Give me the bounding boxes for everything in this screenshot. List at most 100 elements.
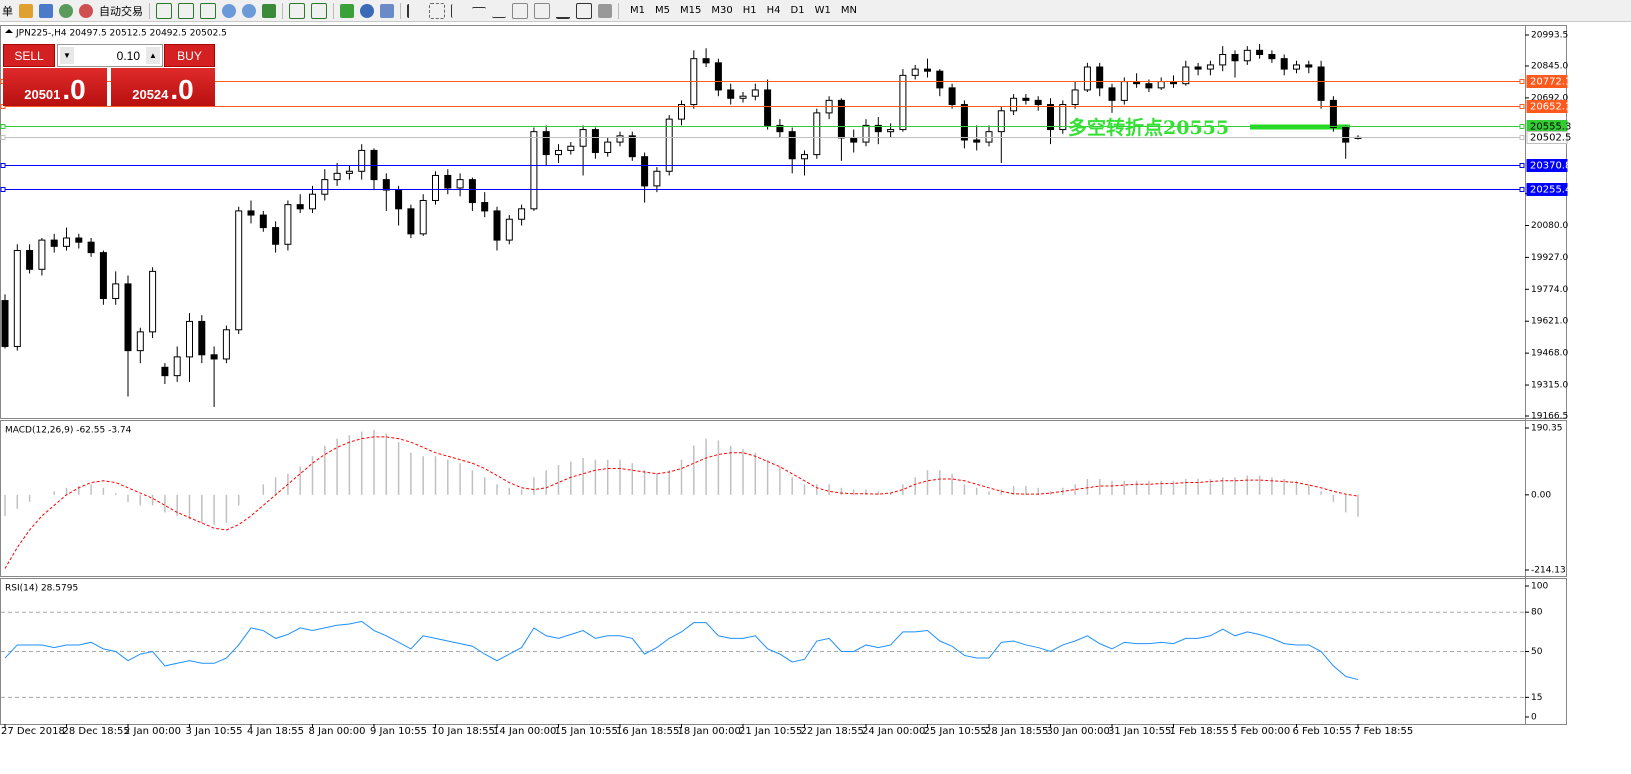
icon[interactable] (19, 3, 33, 18)
bid-box[interactable]: 20501.0 (3, 68, 107, 106)
timeframes: M1 M5 M15 M30 H1 H4 D1 W1 MN (625, 5, 862, 16)
candle-body (714, 62, 722, 91)
candle-body (124, 283, 132, 352)
y-tick-label: 19774.0 (1531, 285, 1568, 295)
timeframe[interactable]: M1 (630, 5, 645, 16)
y-tick-label: 15 (1531, 693, 1542, 703)
timeframe[interactable]: M15 (680, 5, 702, 16)
candle-body (505, 218, 513, 241)
candle-body (1280, 58, 1288, 70)
x-tick-label: 3 Jan 10:55 (186, 726, 243, 737)
x-tick-label: 22 Jan 18:55 (801, 726, 864, 737)
candle-body (468, 179, 476, 204)
candle-body (542, 131, 550, 156)
text-tool[interactable] (556, 3, 570, 19)
icon[interactable] (311, 2, 327, 19)
level-handle (0, 135, 6, 140)
candle-body (1317, 66, 1325, 101)
level-label-box (1526, 131, 1568, 144)
candle-body (272, 227, 280, 245)
timeframe[interactable]: M5 (655, 5, 670, 16)
candle-body (1022, 97, 1030, 101)
candle-body (801, 154, 808, 160)
buy-button[interactable]: BUY (164, 44, 215, 67)
auto-trade[interactable]: 自动交易 (99, 4, 143, 18)
candle-body (985, 131, 993, 143)
candle-body (530, 131, 538, 210)
level-handle (1519, 163, 1525, 168)
timeframe[interactable]: H1 (742, 5, 757, 16)
y-tick-label: 19468.0 (1531, 349, 1568, 359)
icon[interactable] (200, 2, 216, 19)
candle-body (309, 193, 316, 210)
x-tick-label: 9 Jan 10:55 (370, 726, 427, 737)
level-label: 20652.1 (1530, 102, 1571, 113)
candle-body (419, 199, 427, 235)
candle-body (936, 70, 944, 89)
timeframe[interactable]: M30 (711, 5, 733, 16)
trendline[interactable] (492, 3, 506, 18)
y-tick-label: 20692.0 (1531, 93, 1568, 103)
lot-size[interactable]: 0.10 (116, 49, 140, 63)
level-label-box (1526, 183, 1568, 196)
lot-down[interactable]: ▼ (60, 47, 74, 64)
sell-button[interactable]: SELL (3, 44, 55, 67)
icon[interactable] (178, 2, 194, 19)
separator (618, 2, 619, 19)
candle-body (321, 179, 329, 195)
hline[interactable] (472, 6, 486, 22)
y-tick-label: 19166.5 (1531, 412, 1568, 422)
indicators[interactable] (340, 3, 354, 18)
x-tick-label: 25 Jan 10:55 (924, 726, 987, 737)
timeframe[interactable]: MN (840, 5, 857, 16)
candle-body (63, 237, 70, 247)
fibo[interactable] (534, 2, 550, 19)
candle-body (616, 135, 624, 143)
rsi-line (4, 620, 1359, 681)
candle-body (1071, 89, 1079, 106)
candle-body (345, 170, 353, 174)
icon[interactable] (262, 3, 276, 18)
timeframe[interactable]: D1 (790, 5, 805, 16)
bid-main: 20501 (24, 87, 61, 102)
candle-body (948, 87, 956, 106)
panel-title: JPN225-,H4 20497.5 20512.5 20492.5 20502… (15, 29, 227, 39)
y-tick-label: 190.35 (1531, 424, 1563, 434)
y-tick-label: 20993.5 (1531, 31, 1568, 41)
menu-fragment[interactable]: 单 (2, 4, 13, 18)
cursor[interactable] (407, 3, 423, 18)
lot-box[interactable]: ▼ 0.10 ▲ (57, 44, 163, 67)
zoom-in[interactable] (222, 3, 236, 18)
candle-body (1206, 64, 1214, 70)
y-tick-label: 100 (1531, 582, 1548, 592)
candle-body (1010, 97, 1018, 112)
level-handle (1519, 135, 1525, 140)
templates[interactable] (380, 3, 394, 18)
label-tool[interactable] (576, 2, 592, 19)
lot-up[interactable]: ▲ (146, 47, 160, 64)
ask-box[interactable]: 20524.0 (111, 68, 215, 106)
candle-body (333, 172, 341, 181)
vline[interactable] (451, 3, 466, 18)
level-label: 20370.8 (1530, 161, 1571, 172)
icon[interactable] (39, 3, 53, 18)
channel[interactable] (512, 2, 528, 19)
candle-body (997, 110, 1005, 133)
candle-body (1305, 64, 1313, 68)
icon[interactable] (156, 2, 172, 19)
candle-body (493, 210, 501, 241)
x-tick-label: 4 Jan 18:55 (247, 726, 304, 737)
icon[interactable] (289, 2, 305, 19)
auto-trade-icon[interactable] (79, 3, 93, 18)
periods[interactable] (360, 3, 374, 18)
x-tick-label: 28 Jan 18:55 (985, 726, 1048, 737)
timeframe[interactable]: H4 (766, 5, 781, 16)
crosshair[interactable] (429, 2, 445, 19)
candle-body (1182, 66, 1190, 85)
zoom-out[interactable] (242, 3, 256, 18)
icon[interactable] (59, 3, 73, 18)
level-label: 20772.1 (1530, 77, 1571, 88)
candle-body (222, 329, 230, 360)
arrows[interactable] (598, 3, 612, 18)
timeframe[interactable]: W1 (814, 5, 831, 16)
